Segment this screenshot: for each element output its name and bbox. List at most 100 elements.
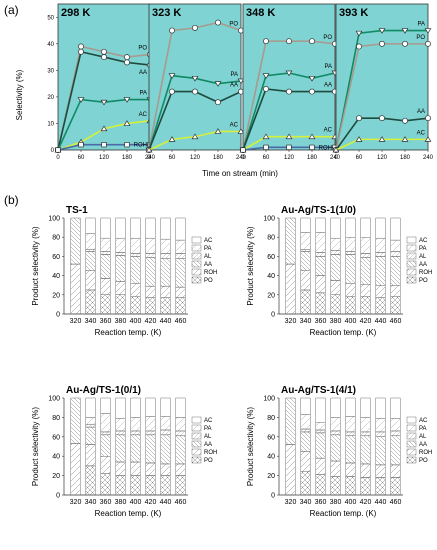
bar-segment-PA (375, 418, 386, 433)
bar-segment-PA (100, 237, 111, 252)
point-PO (192, 24, 198, 31)
bar-segment-ROH (100, 278, 111, 296)
bar-segment-AC (315, 397, 326, 423)
x-tick-label: 60 (169, 155, 176, 161)
bar-segment-AL (330, 430, 341, 436)
bar-segment-PO (175, 297, 186, 315)
bar-segment-PO (315, 474, 326, 496)
bar-segment-AL (390, 430, 401, 437)
y-tick-label: 100 (48, 216, 60, 223)
bar-segment-PA (85, 233, 96, 250)
bar-segment-AL (360, 253, 371, 258)
bar-segment-AL (375, 431, 386, 438)
bar-segment-ROH (330, 460, 341, 477)
y-axis-label: Product selectivity (%) (31, 407, 40, 486)
chart-title: 323 K (152, 7, 181, 19)
bar-segment-PA (115, 237, 126, 253)
bar-segment-AL (100, 431, 111, 436)
bar-segment-ROH (85, 270, 96, 291)
bar-segment-ROH (285, 263, 296, 315)
bar-segment-AL (315, 252, 326, 257)
bar-segment-AA (330, 254, 341, 281)
y-tick-label: 0 (56, 312, 60, 319)
bar-segment-PA (345, 416, 356, 433)
point-PA (401, 28, 409, 34)
bar-segment-PO (315, 292, 326, 315)
bar-segment-AL (300, 428, 311, 433)
line-chart-3: 393 K 0 60 120 180 240 PA PO AA AC (332, 3, 434, 161)
bar-segment-PO (145, 475, 156, 496)
x-tick-label: 380 (115, 318, 127, 325)
y-tick-label: 0 (56, 493, 60, 500)
bar-segment-AC (100, 397, 111, 414)
bar-segment-PA (360, 417, 371, 433)
legend-swatch-PO (191, 456, 202, 464)
legend-swatch-AL (191, 252, 202, 260)
bar-segment-ROH (160, 463, 171, 476)
bar-segment-AL (375, 252, 386, 257)
panel-a: (a) Selectivity (%) Time on stream (min) 29… (4, 3, 434, 178)
legend-label-ROH: ROH (204, 450, 217, 456)
point-PO (425, 40, 431, 47)
bar-segment-AC (85, 217, 96, 234)
bar-segment-PA (315, 422, 326, 431)
point-PA (237, 78, 245, 85)
bar-segment-AA (175, 435, 186, 465)
bar-segment-PA (330, 417, 341, 432)
panel-a-label: (a) (4, 3, 19, 17)
bar-segment-AA (300, 251, 311, 272)
x-tick-label: 0 (56, 155, 60, 161)
bar-segment-AL (360, 431, 371, 437)
bar-segment-AC (315, 217, 326, 233)
point-PA (285, 70, 293, 77)
legend-swatch-AC (191, 416, 202, 424)
legend-label-AL: AL (419, 254, 427, 260)
point-PA (355, 30, 363, 37)
point-AA (169, 88, 175, 95)
bar-segment-PO (160, 297, 171, 315)
bar-segment-AC (375, 397, 386, 419)
point-ROH (309, 144, 315, 150)
legend-label-PO: PO (419, 458, 428, 464)
x-tick-label: 320 (70, 318, 82, 325)
bar-segment-ROH (175, 286, 186, 298)
bar-segment-AL (85, 249, 96, 252)
series-label-AC: AC (324, 128, 333, 134)
bar-chart-3: Au-Ag/TS-1(4/1) 0 20 40 60 80 100 Product selec… (246, 385, 432, 518)
bar-segment-AL (100, 251, 111, 255)
y-tick-label: 100 (263, 216, 275, 223)
y-tick-label: 80 (267, 415, 275, 422)
point-PO (309, 38, 315, 45)
legend-label-AL: AL (204, 254, 212, 260)
point-AC (285, 133, 293, 140)
panel-a-ylabel: Selectivity (%) (15, 69, 24, 120)
point-AA (309, 88, 315, 95)
legend-label-AA: AA (419, 262, 427, 268)
bar-segment-PA (160, 238, 171, 254)
point-PA (168, 73, 176, 79)
y-tick-label: 20 (267, 473, 275, 480)
y-tick-label: 20 (47, 95, 54, 101)
bar-segment-ROH (300, 270, 311, 291)
bar-segment-AA (285, 217, 296, 265)
x-tick-label: 420 (360, 499, 372, 506)
bar-segment-ROH (345, 283, 356, 297)
bar-segment-PA (300, 232, 311, 250)
bar-segment-AC (175, 217, 186, 241)
point-PO (169, 27, 175, 34)
bar-segment-AA (160, 434, 171, 465)
bar-segment-PO (345, 476, 356, 496)
series-label-PO: PO (229, 22, 238, 28)
chart-title: Au-Ag/TS-1(1/0) (281, 205, 356, 216)
point-AA (402, 117, 408, 124)
legend-swatch-AC (406, 236, 417, 244)
x-tick-label: 0 (241, 155, 245, 161)
bar-segment-AL (390, 251, 401, 257)
bar-segment-AA (330, 434, 341, 462)
legend-swatch-AL (406, 432, 417, 440)
point-AA (379, 115, 385, 122)
bar-segment-ROH (330, 280, 341, 295)
bar-segment-ROH (360, 463, 371, 478)
point-AC (332, 146, 340, 153)
